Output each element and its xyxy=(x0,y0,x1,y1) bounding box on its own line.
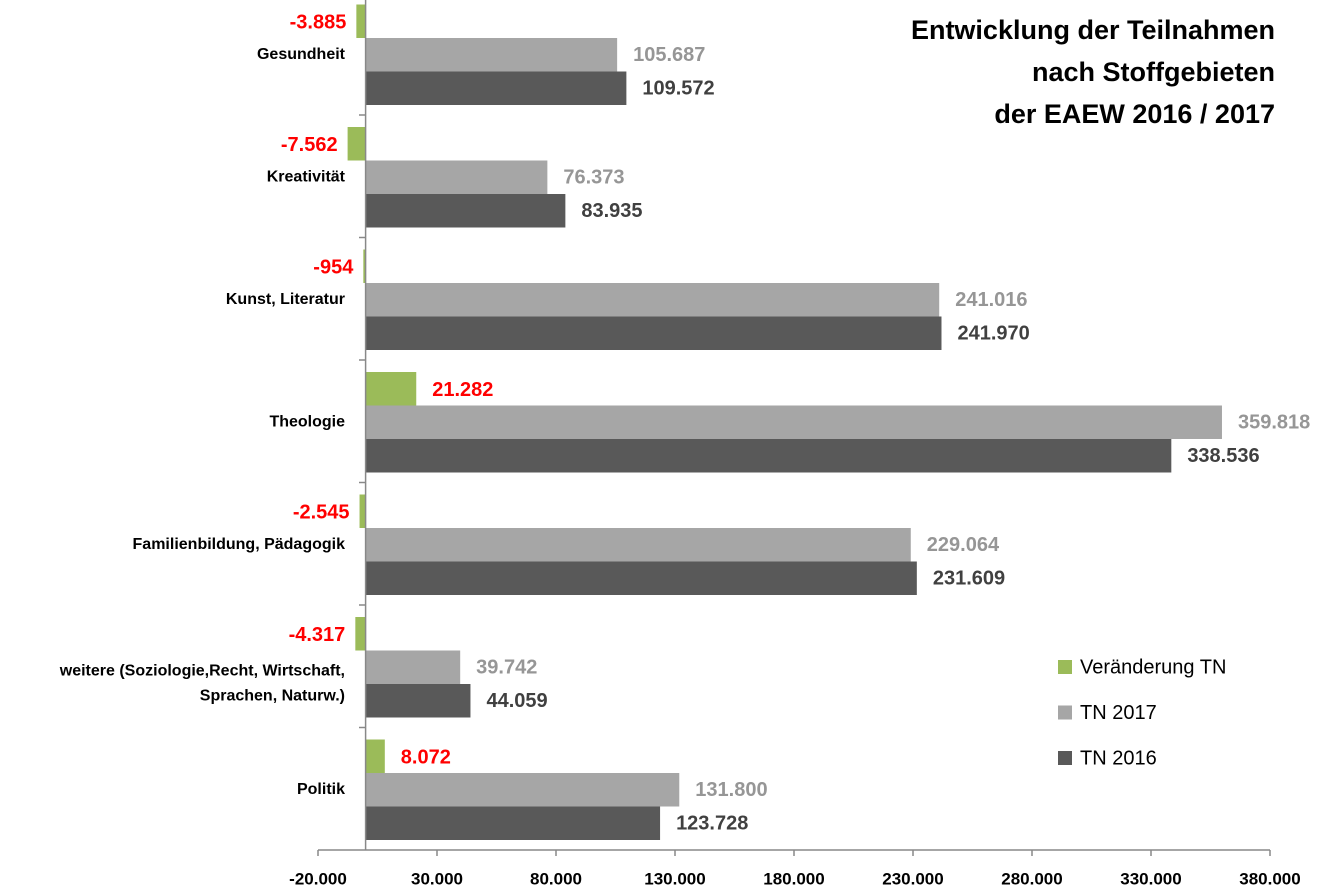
data-label: 8.072 xyxy=(401,747,451,769)
data-label: 109.572 xyxy=(642,78,714,100)
data-label: 105.687 xyxy=(633,44,705,66)
category-label: Kreativität xyxy=(267,168,346,185)
bar xyxy=(365,316,942,350)
data-label: -2.545 xyxy=(293,502,350,524)
data-label: 231.609 xyxy=(933,568,1005,590)
category-label: Politik xyxy=(297,781,345,798)
x-tick-label: 180.000 xyxy=(763,869,824,888)
category-label: Theologie xyxy=(269,413,345,430)
bar xyxy=(365,773,680,807)
bar xyxy=(365,684,471,718)
bar xyxy=(359,494,366,528)
category-label: weitere (Soziologie,Recht, Wirtschaft, Sp… xyxy=(59,662,345,704)
data-label: 123.728 xyxy=(676,813,748,835)
bar xyxy=(365,528,911,562)
category-label: Kunst, Literatur xyxy=(226,291,345,308)
bar xyxy=(365,38,618,72)
data-label: 83.935 xyxy=(581,200,642,222)
x-tick-label: 130.000 xyxy=(644,869,705,888)
legend-swatch xyxy=(1058,660,1072,674)
bar xyxy=(365,561,917,595)
data-label: -7.562 xyxy=(281,134,338,156)
data-label: 131.800 xyxy=(695,779,767,801)
data-label: 359.818 xyxy=(1238,412,1310,434)
data-label: 229.064 xyxy=(927,534,1000,556)
data-label: 21.282 xyxy=(432,379,493,401)
bar xyxy=(365,71,627,105)
legend-swatch xyxy=(1058,705,1072,720)
legend-label: TN 2017 xyxy=(1080,702,1157,724)
bar xyxy=(365,283,940,317)
legend-swatch xyxy=(1058,751,1072,765)
data-label: 76.373 xyxy=(563,167,624,189)
chart-title: Entwicklung der Teilnahmen nach Stoffgebi… xyxy=(911,15,1275,129)
x-tick-label: 230.000 xyxy=(882,869,943,888)
x-tick-label: 330.000 xyxy=(1120,869,1181,888)
x-tick-label: 30.000 xyxy=(411,869,463,888)
category-label: Familienbildung, Pädagogik xyxy=(133,536,346,553)
x-tick-label: 280.000 xyxy=(1001,869,1062,888)
bar xyxy=(365,405,1222,439)
x-tick-label: 80.000 xyxy=(530,869,582,888)
bar xyxy=(365,806,661,840)
category-label: Gesundheit xyxy=(257,46,346,63)
bar xyxy=(365,439,1172,473)
bar xyxy=(365,650,461,684)
bar xyxy=(347,127,366,161)
data-label: -3.885 xyxy=(290,12,347,34)
legend-label: Veränderung TN xyxy=(1080,656,1226,678)
x-tick-label: -20.000 xyxy=(289,869,347,888)
bar xyxy=(355,617,366,651)
data-label: 241.970 xyxy=(957,323,1029,345)
bar xyxy=(363,249,366,283)
bar xyxy=(365,372,417,406)
data-label: 39.742 xyxy=(476,657,537,679)
bar xyxy=(365,194,566,228)
data-label: -4.317 xyxy=(289,624,346,646)
legend-label: TN 2016 xyxy=(1080,747,1157,769)
data-label: 338.536 xyxy=(1187,445,1259,467)
bar xyxy=(356,4,366,38)
data-label: -954 xyxy=(313,257,354,279)
data-label: 44.059 xyxy=(486,690,547,712)
bar xyxy=(365,739,385,773)
bar xyxy=(365,160,548,194)
x-tick-label: 380.000 xyxy=(1239,869,1300,888)
data-label: 241.016 xyxy=(955,289,1027,311)
